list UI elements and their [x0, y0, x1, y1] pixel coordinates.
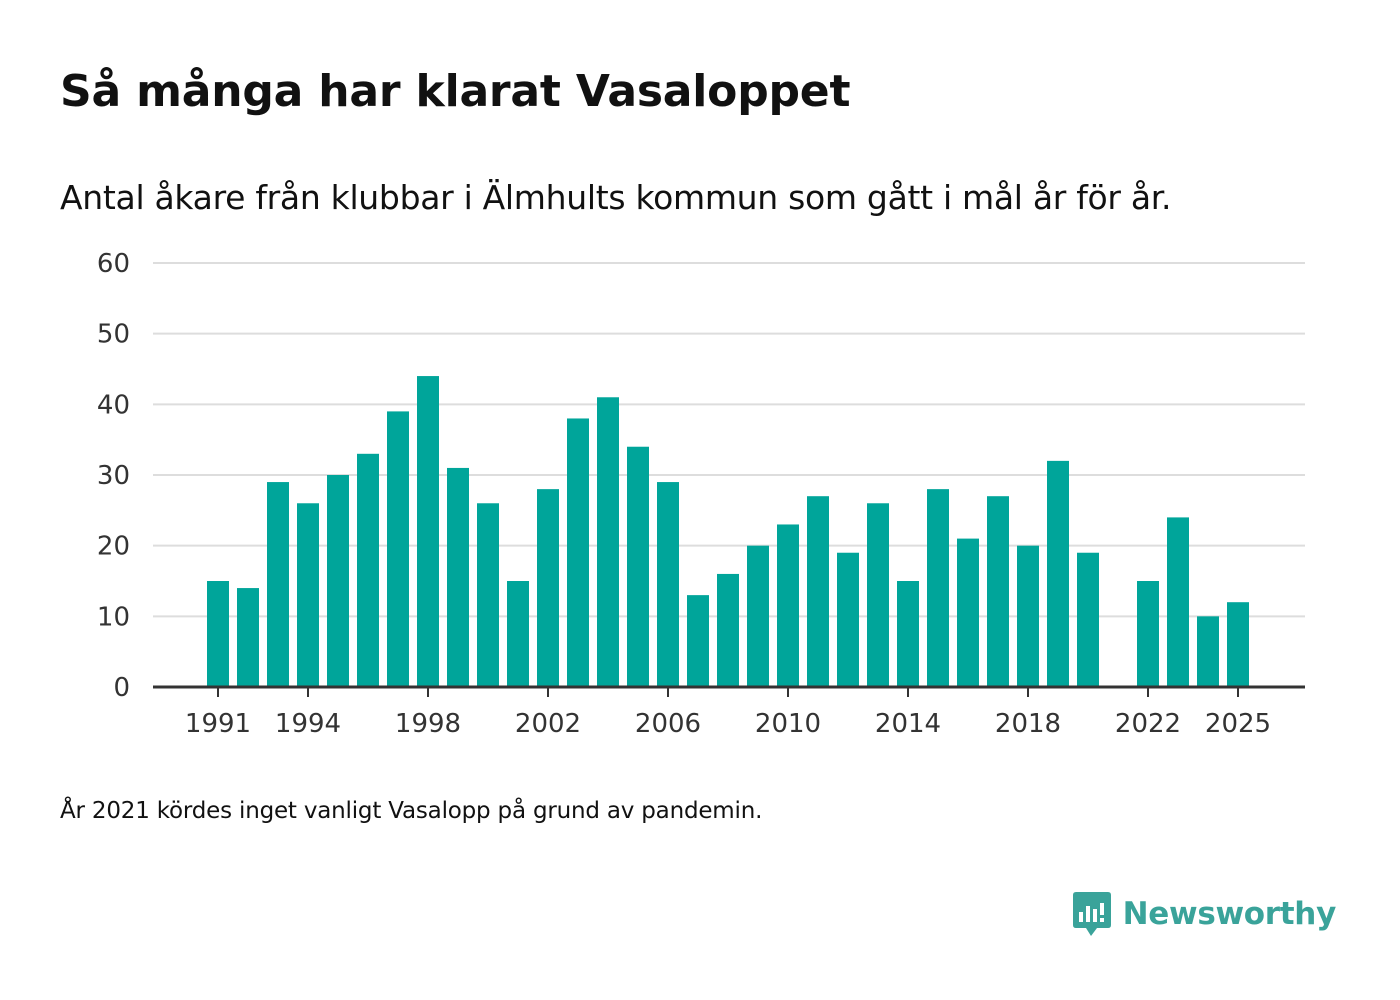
bar-2011 [807, 496, 829, 687]
bar-2007 [687, 595, 709, 687]
bar-1997 [387, 411, 409, 687]
x-tick-label: 2022 [1115, 709, 1181, 739]
gridlines [153, 262, 1305, 618]
footnote: År 2021 kördes inget vanligt Vasalopp på… [60, 798, 763, 824]
bar-2025 [1227, 602, 1249, 687]
y-tick-label: 10 [97, 602, 130, 632]
bar-2013 [867, 503, 889, 687]
y-tick-label: 50 [97, 320, 130, 350]
x-tick-label: 1991 [185, 709, 251, 739]
x-tick-label: 1998 [395, 709, 461, 739]
x-tick-label: 2002 [515, 709, 581, 739]
x-tick-label: 2018 [995, 709, 1061, 739]
bar-2006 [657, 482, 679, 687]
chart-title: Så många har klarat Vasaloppet [60, 66, 851, 117]
y-tick-label: 20 [97, 532, 130, 562]
bar-chart: 0 10 20 30 40 50 60 1991 1994 1998 2002 2006 2010 20… [97, 249, 1305, 739]
bar-2004 [597, 397, 619, 687]
x-tick-label: 2006 [635, 709, 701, 739]
bars [207, 376, 1249, 687]
y-tick-label: 0 [113, 673, 130, 703]
bar-2017 [987, 496, 1009, 687]
bar-2024 [1197, 616, 1219, 687]
newsworthy-logo-icon [1072, 892, 1111, 936]
bar-1999 [447, 467, 469, 687]
bar-2022 [1137, 581, 1159, 687]
bar-2009 [747, 545, 769, 687]
bar-2016 [957, 538, 979, 687]
bar-2020 [1077, 552, 1099, 687]
bar-1992 [237, 588, 259, 687]
bar-2002 [537, 489, 559, 687]
x-tick-label: 2025 [1205, 709, 1271, 739]
bar-2019 [1047, 460, 1069, 687]
bar-2008 [717, 573, 739, 687]
bar-2023 [1167, 517, 1189, 687]
bar-1991 [207, 581, 229, 687]
bar-2018 [1017, 545, 1039, 687]
bar-1993 [267, 482, 289, 687]
y-axis-labels: 0 10 20 30 40 50 60 [97, 249, 130, 703]
y-tick-label: 30 [97, 461, 130, 491]
x-tick-label: 2014 [875, 709, 941, 739]
bar-2015 [927, 489, 949, 687]
brand-name: Newsworthy [1122, 896, 1337, 932]
x-axis-ticks: 1991 1994 1998 2002 2006 2010 2014 2018 2022 2025 [185, 687, 1271, 739]
bar-2012 [837, 552, 859, 687]
y-tick-label: 40 [97, 390, 130, 420]
bar-1995 [327, 475, 349, 687]
y-tick-label: 60 [97, 249, 130, 279]
bar-2003 [567, 418, 589, 687]
bar-2010 [777, 524, 799, 687]
bar-1994 [297, 503, 319, 687]
bar-2000 [477, 503, 499, 687]
bar-2005 [627, 446, 649, 687]
chart-subtitle: Antal åkare från klubbar i Älmhults komm… [60, 178, 1172, 217]
bar-2014 [897, 581, 919, 687]
bar-1998 [417, 376, 439, 687]
x-tick-label: 1994 [275, 709, 341, 739]
x-tick-label: 2010 [755, 709, 821, 739]
bar-1996 [357, 453, 379, 687]
brand-logo: Newsworthy [1071, 890, 1336, 938]
bar-2001 [507, 581, 529, 687]
